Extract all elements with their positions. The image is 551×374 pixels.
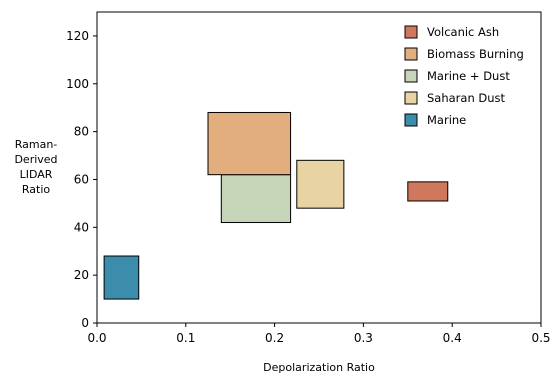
x-tick-label: 0.3 [354, 331, 373, 345]
x-tick-label: 0.1 [176, 331, 195, 345]
legend-label: Marine + Dust [427, 69, 510, 83]
y-axis-label-line: Ratio [22, 183, 51, 196]
y-tick-label: 80 [74, 125, 89, 139]
y-axis-label-line: Raman- [15, 138, 58, 151]
y-tick-label: 0 [81, 316, 89, 330]
y-axis-label-line: Derived [14, 153, 57, 166]
x-tick-label: 0.2 [265, 331, 284, 345]
legend-swatch [404, 25, 418, 39]
legend-label: Marine [427, 113, 466, 127]
legend-label: Saharan Dust [427, 91, 506, 105]
y-tick-label: 60 [74, 172, 89, 186]
data-boxes [103, 111, 449, 300]
plot-frame [96, 11, 542, 324]
box-saharan-dust [296, 159, 345, 209]
y-axis-label-line: LIDAR [20, 168, 53, 181]
legend: Volcanic Ash Biomass Burning Marine + Dust… [404, 25, 524, 127]
legend-swatch [404, 47, 418, 61]
y-axis-label: Raman- Derived LIDAR Ratio [14, 138, 57, 196]
x-axis-label: Depolarization Ratio [263, 361, 375, 374]
y-tick-label: 100 [66, 77, 89, 91]
box-marine-dust [220, 174, 292, 224]
box-marine [103, 255, 140, 300]
x-tick-label: 0.4 [443, 331, 462, 345]
box-volcanic-ash [407, 181, 449, 202]
y-tick-label: 20 [74, 268, 89, 282]
legend-label: Volcanic Ash [427, 25, 499, 39]
x-tick-label: 0.5 [531, 331, 550, 345]
y-tick-label: 40 [74, 220, 89, 234]
legend-swatch [404, 91, 418, 105]
y-axis-ticks: 0 20 40 60 80 100 120 [66, 29, 97, 330]
legend-swatch [404, 69, 418, 83]
x-axis-ticks: 0.0 0.1 0.2 0.3 0.4 0.5 [87, 323, 551, 345]
box-biomass-burning [207, 111, 292, 176]
legend-label: Biomass Burning [427, 47, 524, 61]
legend-swatch [404, 113, 418, 127]
x-tick-label: 0.0 [87, 331, 106, 345]
y-tick-label: 120 [66, 29, 89, 43]
